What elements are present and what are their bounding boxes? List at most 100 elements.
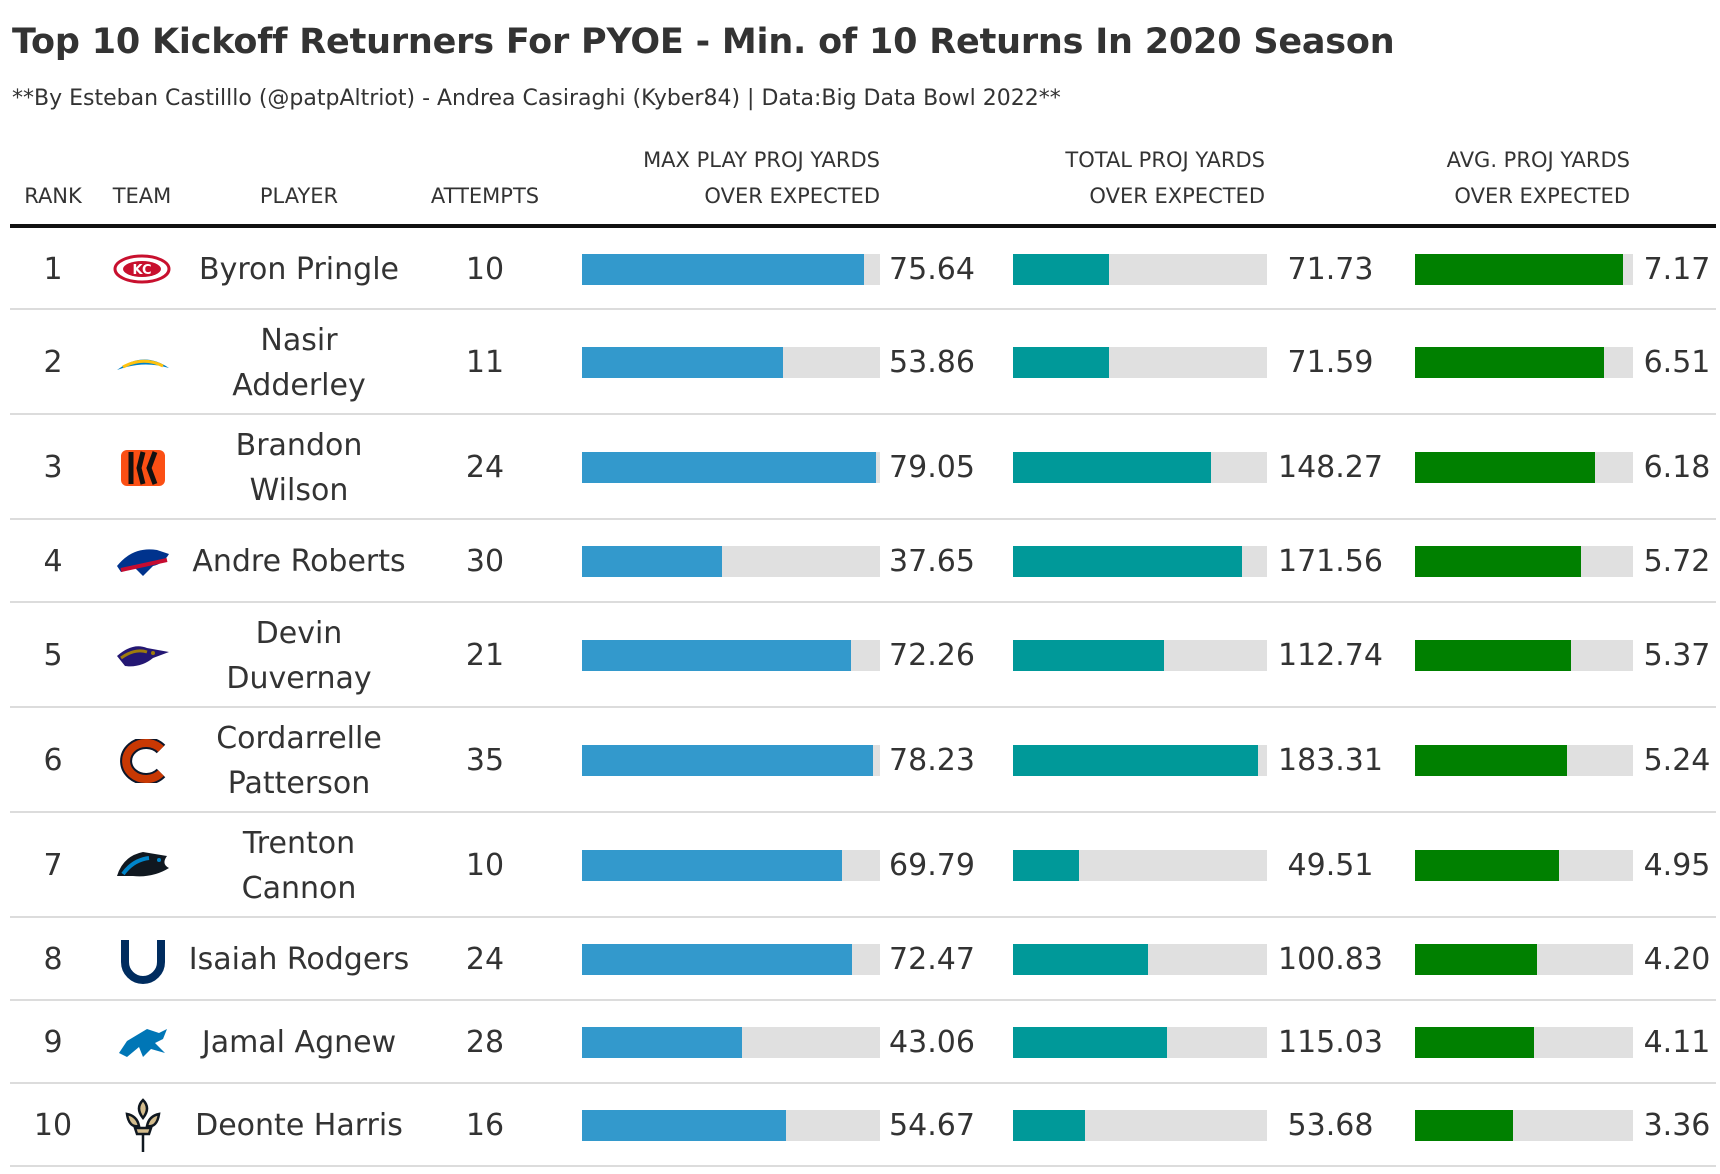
chart-title: Top 10 Kickoff Returners For PYOE - Min.… <box>12 22 1395 62</box>
header-total-line1: TOTAL PROJ YARDS <box>1065 148 1265 172</box>
avg-bar <box>1415 640 1572 671</box>
player-name: Trenton Cannon <box>242 821 357 911</box>
avg-bar <box>1415 452 1595 483</box>
row-divider <box>10 308 1716 310</box>
attempts-cell: 10 <box>465 251 505 287</box>
avg-value: 4.20 <box>1643 942 1711 977</box>
attempts-cell: 30 <box>465 544 505 579</box>
avg-value: 6.51 <box>1643 345 1711 380</box>
avg-value: 7.17 <box>1643 251 1711 287</box>
avg-value: 5.37 <box>1643 638 1711 673</box>
rank-cell: 4 <box>43 544 63 579</box>
header-avg-line2: OVER EXPECTED <box>1454 184 1630 208</box>
max-bar-track <box>582 850 880 881</box>
row-divider <box>10 916 1716 918</box>
avg-bar-track <box>1415 452 1633 483</box>
total-value: 115.03 <box>1278 1025 1383 1060</box>
table-row: 7 Trenton Cannon 10 69.79 49.51 4.95 <box>0 813 1720 918</box>
total-bar <box>1013 944 1148 975</box>
player-name: Andre Roberts <box>192 539 405 584</box>
chargers-logo-icon <box>108 310 178 415</box>
row-divider <box>10 811 1716 813</box>
max-bar <box>582 347 783 378</box>
avg-bar-track <box>1415 546 1633 577</box>
rank-cell: 3 <box>43 450 63 485</box>
max-value: 54.67 <box>889 1108 975 1143</box>
max-bar-track <box>582 546 880 577</box>
player-name-line: Wilson <box>249 472 349 508</box>
avg-value: 6.18 <box>1643 450 1711 485</box>
table-row: 9 Jamal Agnew 28 43.06 115.03 4.11 <box>0 1001 1720 1084</box>
max-bar <box>582 745 874 776</box>
rank-cell: 2 <box>43 345 63 380</box>
avg-value: 4.95 <box>1643 848 1711 883</box>
header-rule <box>10 224 1716 228</box>
player-name: Cordarrelle Patterson <box>216 716 382 806</box>
avg-bar-track <box>1415 347 1633 378</box>
table-row: 1 KC Byron Pringle 10 75.64 71.73 7.17 <box>0 228 1720 310</box>
max-bar-track <box>582 254 880 285</box>
total-value: 171.56 <box>1278 544 1383 579</box>
max-value: 72.26 <box>889 638 975 673</box>
row-divider <box>10 1165 1716 1167</box>
max-bar <box>582 546 723 577</box>
total-bar-track <box>1013 640 1267 671</box>
max-value: 69.79 <box>889 848 975 883</box>
max-bar-track <box>582 1110 880 1141</box>
total-bar-track <box>1013 850 1267 881</box>
total-bar <box>1013 850 1080 881</box>
chiefs-logo-icon: KC <box>108 228 178 310</box>
total-value: 49.51 <box>1287 848 1374 883</box>
rank-cell: 7 <box>43 848 63 883</box>
total-bar-track <box>1013 1110 1267 1141</box>
player-name-line: Nasir <box>260 322 338 358</box>
avg-bar <box>1415 546 1582 577</box>
attempts-cell: 24 <box>465 450 505 485</box>
attempts-cell: 16 <box>465 1108 505 1143</box>
table-row: 3 Brandon Wilson 24 79.05 148.27 6.18 <box>0 415 1720 520</box>
player-cell: Nasir Adderley <box>178 310 420 415</box>
max-bar <box>582 1110 786 1141</box>
player-cell: Deonte Harris <box>178 1084 420 1167</box>
total-bar <box>1013 347 1109 378</box>
avg-value: 3.36 <box>1643 1108 1711 1143</box>
avg-bar <box>1415 1027 1535 1058</box>
row-divider <box>10 518 1716 520</box>
table-row: 10 Deonte Harris 16 54.67 53.68 3.36 <box>0 1084 1720 1167</box>
max-bar-track <box>582 1027 880 1058</box>
total-bar-track <box>1013 944 1267 975</box>
max-bar-track <box>582 640 880 671</box>
avg-value: 4.11 <box>1643 1025 1711 1060</box>
attempts-cell: 35 <box>465 743 505 778</box>
avg-bar <box>1415 254 1624 285</box>
avg-bar-track <box>1415 254 1633 285</box>
rank-cell: 9 <box>43 1025 63 1060</box>
player-name: Deonte Harris <box>195 1103 403 1148</box>
total-bar <box>1013 640 1164 671</box>
player-name: Isaiah Rodgers <box>189 937 410 982</box>
player-name-line: Byron Pringle <box>199 251 399 287</box>
player-name-line: Deonte Harris <box>195 1108 403 1143</box>
total-value: 183.31 <box>1278 743 1383 778</box>
row-divider <box>10 413 1716 415</box>
total-value: 112.74 <box>1278 638 1383 673</box>
panthers-logo-icon <box>108 813 178 918</box>
avg-bar-track <box>1415 745 1633 776</box>
player-name-line: Isaiah Rodgers <box>188 942 410 977</box>
player-name: Nasir Adderley <box>232 318 365 408</box>
avg-bar-track <box>1415 850 1633 881</box>
table-row: 5 Devin Duvernay 21 72.26 112.74 5.37 <box>0 603 1720 708</box>
max-value: 79.05 <box>889 450 975 485</box>
max-bar <box>582 944 852 975</box>
total-bar-track <box>1013 1027 1267 1058</box>
table-row: 4 Andre Roberts 30 37.65 171.56 5.72 <box>0 520 1720 603</box>
player-name-line: Duvernay <box>226 660 372 696</box>
player-name: Byron Pringle <box>199 247 399 292</box>
header-player: PLAYER <box>259 184 339 208</box>
header-team: TEAM <box>112 184 172 208</box>
player-name-line: Jamal Agnew <box>201 1025 397 1060</box>
chart-subtitle: **By Esteban Castilllo (@patpAltriot) - … <box>12 86 1061 111</box>
max-bar-track <box>582 944 880 975</box>
row-divider <box>10 706 1716 708</box>
attempts-cell: 28 <box>465 1025 505 1060</box>
